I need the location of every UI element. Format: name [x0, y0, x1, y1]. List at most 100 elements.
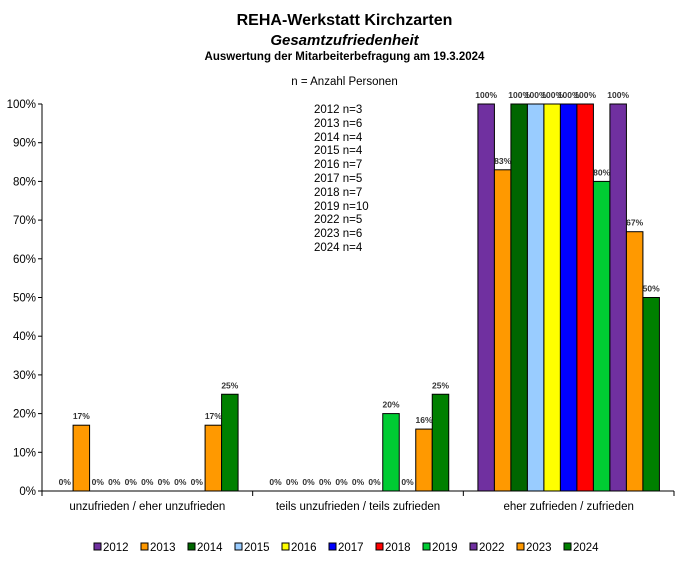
legend-label: 2022 [479, 542, 505, 554]
chart-bars [72, 103, 660, 492]
data-label: 16% [415, 415, 432, 425]
sample-size-note: n = Anzahl Personen [291, 76, 398, 88]
data-label: 100% [475, 90, 497, 100]
legend-swatch [422, 542, 431, 551]
data-label: 83% [494, 156, 511, 166]
data-label: 17% [205, 411, 222, 421]
data-label: 0% [269, 477, 282, 487]
legend-label: 2012 [103, 542, 129, 554]
y-tick-label: 100% [7, 99, 36, 111]
data-label: 100% [508, 90, 530, 100]
data-label: 25% [221, 380, 238, 390]
y-tick-label: 80% [13, 176, 36, 188]
sample-size-item: 2016 n=7 [314, 159, 363, 172]
y-tick-label: 40% [13, 331, 36, 343]
data-label: 17% [73, 411, 90, 421]
data-label: 100% [574, 90, 596, 100]
chart-axes: 0% 10% 20% 30% 40% 50% 60% 70% 80% 90% 100% unzufri… [7, 99, 675, 513]
data-label: 0% [158, 477, 171, 487]
sample-size-item: 2018 n=7 [314, 186, 363, 199]
x-tick-label: eher zufrieden / zufrieden [503, 501, 633, 513]
y-tick-label: 30% [13, 370, 36, 382]
data-label: 25% [432, 380, 449, 390]
bar [204, 424, 223, 492]
bar [415, 428, 433, 492]
bar [576, 103, 594, 492]
data-label: 0% [108, 477, 121, 487]
legend-swatch [281, 542, 290, 551]
data-label: 0% [174, 477, 187, 487]
data-label: 0% [368, 477, 381, 487]
data-label: 0% [92, 477, 105, 487]
data-label: 100% [541, 90, 563, 100]
bar [493, 169, 512, 492]
bar [382, 413, 400, 492]
bar [559, 103, 578, 492]
bar [526, 103, 545, 492]
x-tick-label: unzufrieden / eher unzufrieden [69, 501, 225, 513]
data-label: 0% [125, 477, 138, 487]
data-label: 20% [382, 400, 399, 410]
y-tick-label: 0% [19, 486, 36, 498]
sample-size-item: 2023 n=6 [314, 228, 363, 241]
data-label: 0% [352, 477, 365, 487]
data-label: 0% [302, 477, 315, 487]
legend-label: 2019 [432, 542, 458, 554]
y-tick-label: 70% [13, 215, 36, 227]
sample-size-item: 2022 n=5 [314, 214, 363, 227]
data-label: 0% [286, 477, 299, 487]
legend-label: 2023 [526, 542, 552, 554]
data-label: 0% [319, 477, 332, 487]
sample-size-item: 2012 n=3 [314, 104, 363, 116]
bar [642, 297, 660, 492]
chart-title: REHA-Werkstatt Kirchzarten [236, 12, 453, 29]
bar [543, 103, 561, 492]
bar [609, 103, 627, 492]
legend-swatch [375, 542, 384, 551]
bar [625, 231, 644, 492]
y-tick-label: 20% [13, 409, 36, 421]
chart-subtitle-date: Auswertung der Mitarbeiterbefragung am 1… [204, 51, 485, 63]
data-label: 100% [558, 90, 580, 100]
bar [72, 424, 91, 492]
chart-data-labels: 0%17%0% 0% 0% 0% 0% 0% 0%17%25%0% 0% 0% 0% 0% 0% 0%2… [59, 90, 660, 487]
data-label: 67% [626, 218, 643, 228]
sample-size-item: 2013 n=6 [314, 117, 363, 130]
data-label: 0% [191, 477, 204, 487]
legend-label: 2016 [291, 542, 317, 554]
bar [592, 180, 611, 492]
bar [477, 103, 495, 492]
data-label: 100% [525, 90, 547, 100]
data-label: 0% [141, 477, 154, 487]
data-label: 80% [593, 167, 610, 177]
legend-swatch [328, 542, 337, 551]
y-tick-label: 10% [13, 447, 36, 459]
legend-swatch [469, 542, 478, 551]
sample-size-item: 2017 n=5 [314, 172, 363, 185]
legend-swatch [234, 542, 243, 551]
chart-legend: 2012 2013 2014 2015 2016 2017 2018 2019 2022 2023… [93, 542, 599, 554]
x-tick-label: teils unzufrieden / teils zufrieden [276, 501, 440, 513]
sample-size-list: 2012 n=3 2013 n=6 2014 n=4 2015 n=4 2016 n=7… [314, 104, 369, 256]
sample-size-item: 2019 n=10 [314, 200, 369, 213]
bar [431, 393, 450, 492]
y-tick-label: 90% [13, 138, 36, 150]
legend-label: 2015 [244, 542, 270, 554]
y-tick-label: 50% [13, 293, 36, 305]
legend-swatch [563, 542, 572, 551]
legend-swatch [187, 542, 196, 551]
sample-size-item: 2014 n=4 [314, 131, 363, 144]
data-label: 100% [607, 90, 629, 100]
data-label: 0% [401, 477, 414, 487]
legend-label: 2014 [197, 542, 223, 554]
data-label: 0% [59, 477, 72, 487]
legend-label: 2013 [150, 542, 176, 554]
y-tick-label: 60% [13, 254, 36, 266]
legend-swatch [93, 542, 102, 551]
bar [510, 103, 528, 492]
legend-label: 2024 [573, 542, 599, 554]
legend-swatch [516, 542, 525, 551]
legend-label: 2017 [338, 542, 364, 554]
legend-label: 2018 [385, 542, 411, 554]
